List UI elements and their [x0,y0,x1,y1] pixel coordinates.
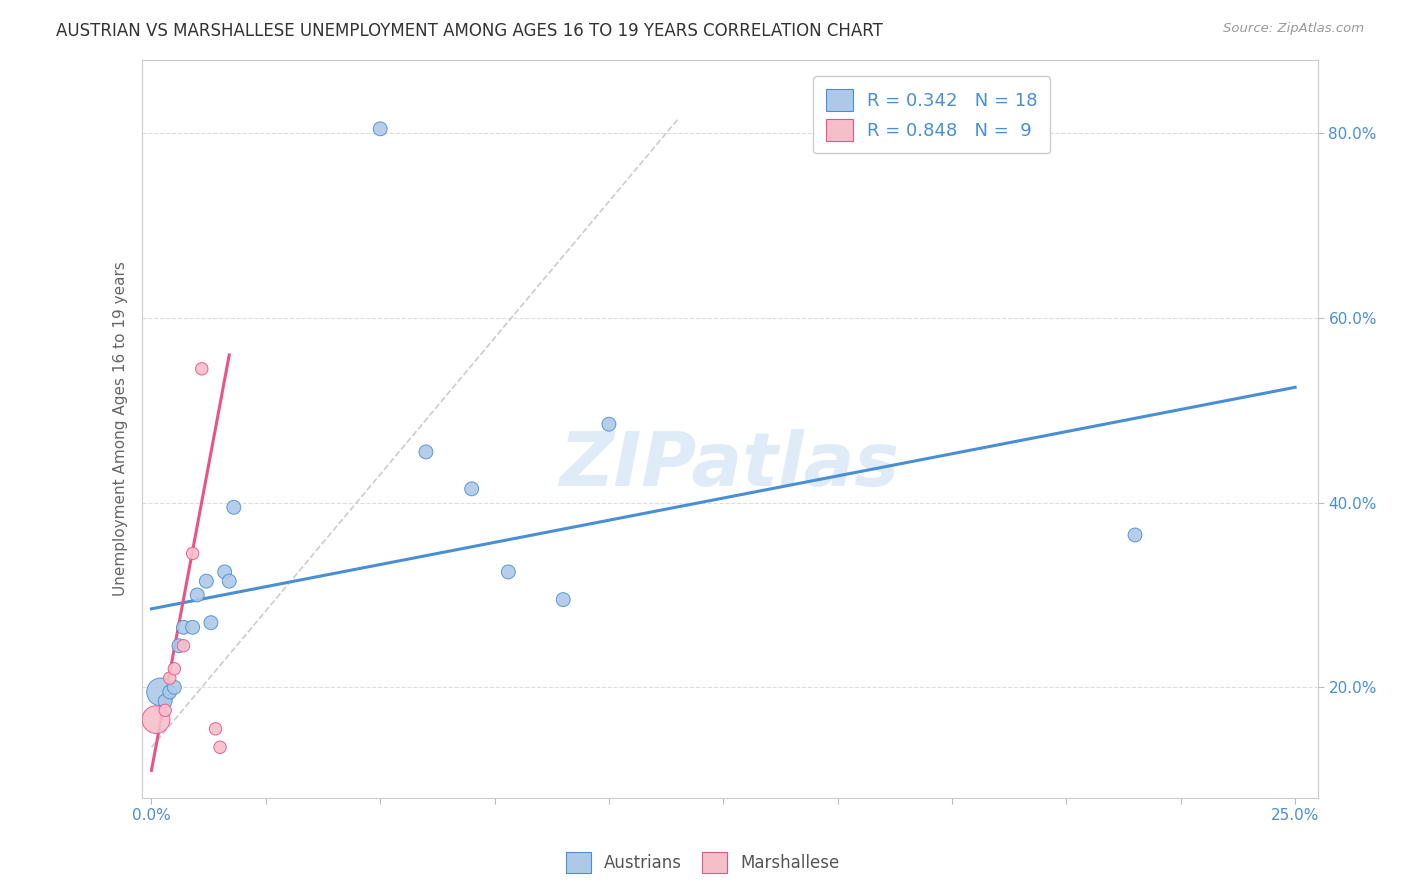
Point [191,361,214,376]
Point [149,685,172,699]
Point [415,445,437,459]
Point [163,662,186,676]
Point [204,722,226,736]
Point [153,703,176,717]
Point [163,681,186,695]
Text: ZIPatlas: ZIPatlas [560,429,900,502]
Point [214,565,236,579]
Point [172,620,194,634]
Point [145,713,167,727]
Point [153,694,176,708]
Point [195,574,218,589]
Point [553,592,575,607]
Point [172,639,194,653]
Point [159,685,181,699]
Y-axis label: Unemployment Among Ages 16 to 19 years: Unemployment Among Ages 16 to 19 years [114,261,128,596]
Point [218,574,240,589]
Point [181,620,204,634]
Legend: R = 0.342   N = 18, R = 0.848   N =  9: R = 0.342 N = 18, R = 0.848 N = 9 [813,76,1050,153]
Point [498,565,520,579]
Text: AUSTRIAN VS MARSHALLESE UNEMPLOYMENT AMONG AGES 16 TO 19 YEARS CORRELATION CHART: AUSTRIAN VS MARSHALLESE UNEMPLOYMENT AMO… [56,22,883,40]
Point [181,546,204,560]
Point [1123,528,1146,542]
Legend: Austrians, Marshallese: Austrians, Marshallese [560,846,846,880]
Point [222,500,245,515]
Point [598,417,620,432]
Point [209,740,232,755]
Point [186,588,208,602]
Point [460,482,482,496]
Point [200,615,222,630]
Point [167,639,190,653]
Point [368,121,391,136]
Point [159,671,181,685]
Text: Source: ZipAtlas.com: Source: ZipAtlas.com [1223,22,1364,36]
